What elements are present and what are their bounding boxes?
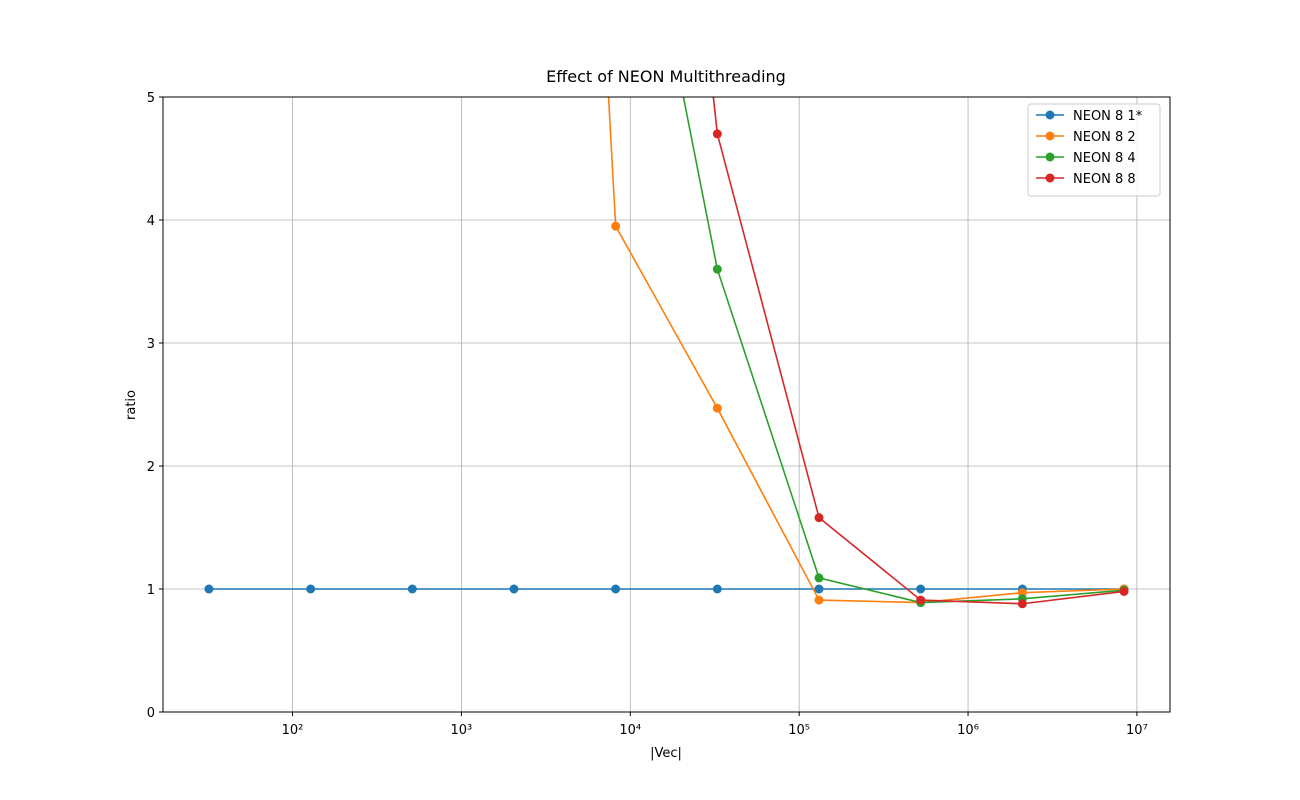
x-axis-label: |Vec| <box>650 746 682 761</box>
legend-label: NEON 8 1* <box>1073 109 1143 124</box>
y-tick-label: 4 <box>147 214 155 229</box>
data-point <box>814 513 824 523</box>
x-tick-label: 10⁵ <box>788 723 810 738</box>
data-point <box>1017 588 1027 598</box>
legend-label: NEON 8 4 <box>1073 151 1136 166</box>
data-point <box>814 584 824 594</box>
plot-area <box>204 97 1129 609</box>
data-point <box>1119 586 1129 596</box>
data-point <box>509 584 519 594</box>
data-point <box>916 595 926 605</box>
x-tick-label: 10⁶ <box>957 723 979 738</box>
y-tick-label: 1 <box>147 583 155 598</box>
chart-title: Effect of NEON Multithreading <box>546 67 786 86</box>
legend-box <box>1027 103 1161 197</box>
data-point <box>712 264 722 274</box>
legend-marker <box>1045 173 1055 183</box>
legend-marker <box>1045 131 1055 141</box>
y-tick-label: 3 <box>147 337 155 352</box>
data-point <box>916 584 926 594</box>
legend: NEON 8 1* NEON 8 2 NEON 8 4 NEON 8 8 <box>1027 103 1161 197</box>
legend-marker <box>1045 110 1055 120</box>
legend-label: NEON 8 8 <box>1073 172 1136 187</box>
series-line <box>682 97 1125 604</box>
data-point <box>1017 599 1027 609</box>
y-tick-label: 5 <box>147 91 155 106</box>
data-point <box>712 584 722 594</box>
y-tick-label: 0 <box>147 706 155 721</box>
data-point <box>712 129 722 139</box>
data-point <box>814 595 824 605</box>
legend-marker <box>1045 152 1055 162</box>
y-axis-label: ratio <box>124 390 139 420</box>
data-point <box>611 584 621 594</box>
x-tick-label: 10² <box>282 723 304 738</box>
y-tick-label: 2 <box>147 460 155 475</box>
data-point <box>814 573 824 583</box>
data-point <box>407 584 417 594</box>
data-point <box>611 221 621 231</box>
data-point <box>306 584 316 594</box>
series-line <box>607 97 1125 604</box>
axes-frame <box>162 96 1171 713</box>
data-point <box>712 403 722 413</box>
x-tick-label: 10⁴ <box>619 723 641 738</box>
legend-label: NEON 8 2 <box>1073 130 1136 145</box>
x-tick-label: 10³ <box>451 723 473 738</box>
series-line <box>712 97 1125 605</box>
ticks: 0 1 2 3 4 5 10² 10³ 10⁴ 10⁵ 10⁶ 10⁷ <box>147 91 1148 738</box>
data-point <box>204 584 214 594</box>
x-tick-label: 10⁷ <box>1126 723 1148 738</box>
